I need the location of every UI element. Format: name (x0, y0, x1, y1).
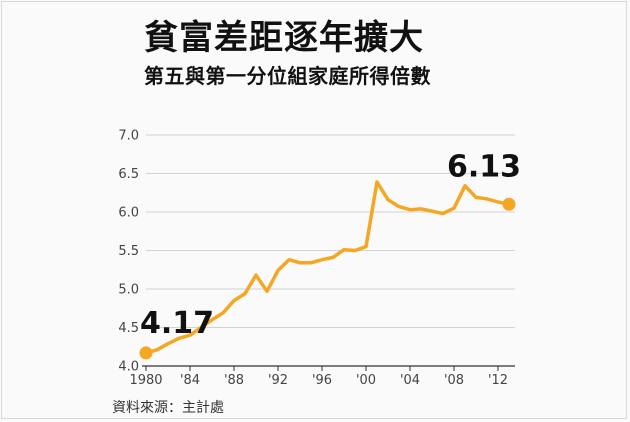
y-tick-label: 4.5 (118, 321, 139, 336)
x-tick-label: '92 (268, 373, 288, 388)
x-tick-label: '88 (224, 373, 244, 388)
source-note: 資料來源：主計處 (112, 400, 224, 416)
x-tick-label: '00 (356, 373, 376, 388)
chart-title: 貧富差距逐年擴大 (144, 18, 424, 58)
start-value-label: 4.17 (140, 306, 214, 341)
end-point-marker (502, 197, 516, 211)
x-tick-label: '04 (400, 373, 420, 388)
y-tick-label: 6.5 (118, 167, 139, 182)
chart-subtitle: 第五與第一分位組家庭所得倍數 (144, 64, 431, 88)
x-tick-label: '96 (312, 373, 332, 388)
y-tick-label: 4.0 (118, 360, 139, 375)
y-tick-label: 7.0 (118, 129, 139, 144)
y-tick-label: 5.5 (118, 244, 139, 259)
x-tick-label: '84 (180, 373, 200, 388)
x-tick-label: '12 (488, 373, 508, 388)
x-tick-label: '08 (444, 373, 464, 388)
start-point-marker (139, 346, 153, 360)
x-tick-label: 1980 (129, 373, 162, 388)
series-line (144, 180, 511, 355)
end-value-label: 6.13 (447, 149, 521, 184)
y-tick-label: 5.0 (118, 283, 139, 298)
y-tick-label: 6.0 (118, 206, 139, 221)
